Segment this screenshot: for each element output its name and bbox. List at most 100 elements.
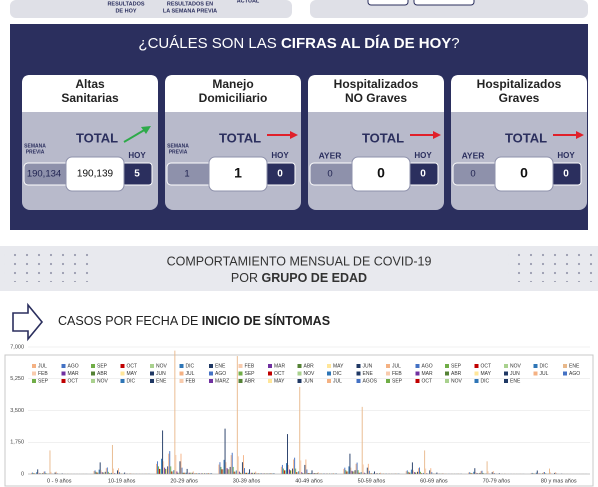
bar (473, 471, 475, 474)
chart: 0 1,750 3,500 5,250 7,000 0 - 9 años 10-19 año… (10, 344, 590, 484)
legend-swatch (297, 371, 302, 376)
bar (306, 469, 308, 474)
legend-label: NOV (304, 371, 316, 377)
card-title: Sanitarias (61, 91, 119, 105)
bar (163, 461, 165, 474)
chart-frame (4, 354, 594, 487)
bar (317, 472, 319, 474)
bar (405, 471, 407, 474)
bar (36, 472, 38, 474)
legend-swatch (61, 364, 66, 368)
bar (407, 471, 409, 474)
bar (111, 444, 113, 474)
bar (375, 473, 376, 474)
bar (363, 472, 365, 474)
title-part: CIFRAS AL DÍA DE HOY (281, 35, 451, 52)
bar (246, 472, 247, 474)
legend-label: MAY (274, 378, 285, 384)
bar (423, 472, 425, 474)
bar (254, 472, 256, 474)
bar (218, 464, 220, 474)
legend-swatch (268, 364, 272, 368)
bar (470, 472, 472, 474)
today-label: HOY (414, 151, 432, 160)
bar (229, 466, 231, 474)
x-tick-label: 30-39 años (233, 478, 261, 484)
bar (530, 473, 532, 474)
bar (32, 472, 34, 474)
x-tick-label: 0 - 9 años (47, 478, 72, 484)
bar (235, 470, 237, 474)
legend-label: DIC (186, 363, 195, 369)
bar (204, 473, 205, 474)
legend-label: NOV (97, 378, 109, 384)
bar (305, 459, 307, 474)
legend-swatch (179, 379, 184, 383)
bar (476, 473, 478, 474)
legend-swatch (533, 371, 538, 376)
legend-label: MARZ (215, 378, 229, 384)
legend-label: JUL (38, 363, 47, 369)
legend-swatch (563, 364, 567, 368)
legend-label: ENE (363, 371, 374, 377)
bar (283, 470, 285, 474)
bar (107, 471, 109, 474)
y-tick-label: 7,000 (10, 344, 24, 350)
bar (414, 472, 416, 474)
card-title: Hospitalizados (477, 77, 562, 91)
prev-value: 0 (470, 169, 475, 180)
bar (492, 471, 494, 474)
legend-label: FEB (392, 371, 402, 377)
bar (189, 472, 191, 474)
bar (233, 471, 235, 474)
legend-swatch (32, 379, 36, 383)
legend-label: ENE (156, 378, 167, 384)
bar (164, 467, 166, 474)
bar (348, 466, 350, 474)
total-box (65, 156, 125, 192)
bar (239, 472, 241, 474)
card-title: Hospitalizados (334, 77, 419, 91)
bar (210, 473, 212, 474)
bar (412, 470, 414, 474)
x-tick-label: 60-69 años (420, 478, 448, 484)
bar (442, 473, 444, 474)
bar (350, 467, 352, 474)
legend-label: MAY (127, 371, 138, 377)
legend-label: ABR (451, 371, 462, 377)
bar (56, 473, 58, 474)
bar (369, 473, 371, 474)
prev-value: 1 (184, 169, 189, 180)
bar (498, 473, 500, 474)
total-label: TOTAL (362, 130, 404, 145)
legend-swatch (415, 371, 420, 376)
bar (172, 471, 174, 474)
legend-label: JUL (540, 371, 549, 377)
bar (310, 473, 312, 474)
legend-swatch (238, 371, 243, 376)
bar (364, 473, 366, 474)
title-part: ? (451, 35, 459, 52)
today-label: HOY (128, 151, 146, 160)
bar (425, 468, 427, 474)
bar (281, 464, 283, 474)
bar (180, 453, 182, 474)
prev-label: PREVIA (26, 149, 45, 155)
bar (197, 473, 199, 474)
x-tick-label: 70-79 años (483, 478, 511, 484)
bar (300, 460, 302, 474)
bar (119, 472, 121, 474)
legend-label: NOV (156, 363, 168, 369)
bar (253, 472, 255, 474)
bar (413, 472, 415, 474)
y-tick-label: 3,500 (10, 408, 24, 414)
bar (248, 472, 250, 474)
x-tick-label: 40-49 años (295, 478, 323, 484)
bar (430, 468, 432, 474)
legend-swatch (504, 379, 508, 383)
legend-swatch (179, 364, 184, 368)
bar (370, 473, 372, 474)
x-tick-label: 80 y mas años (541, 478, 577, 484)
bar (299, 386, 301, 474)
band-line2: POR GRUPO DE EDAD (231, 271, 367, 285)
